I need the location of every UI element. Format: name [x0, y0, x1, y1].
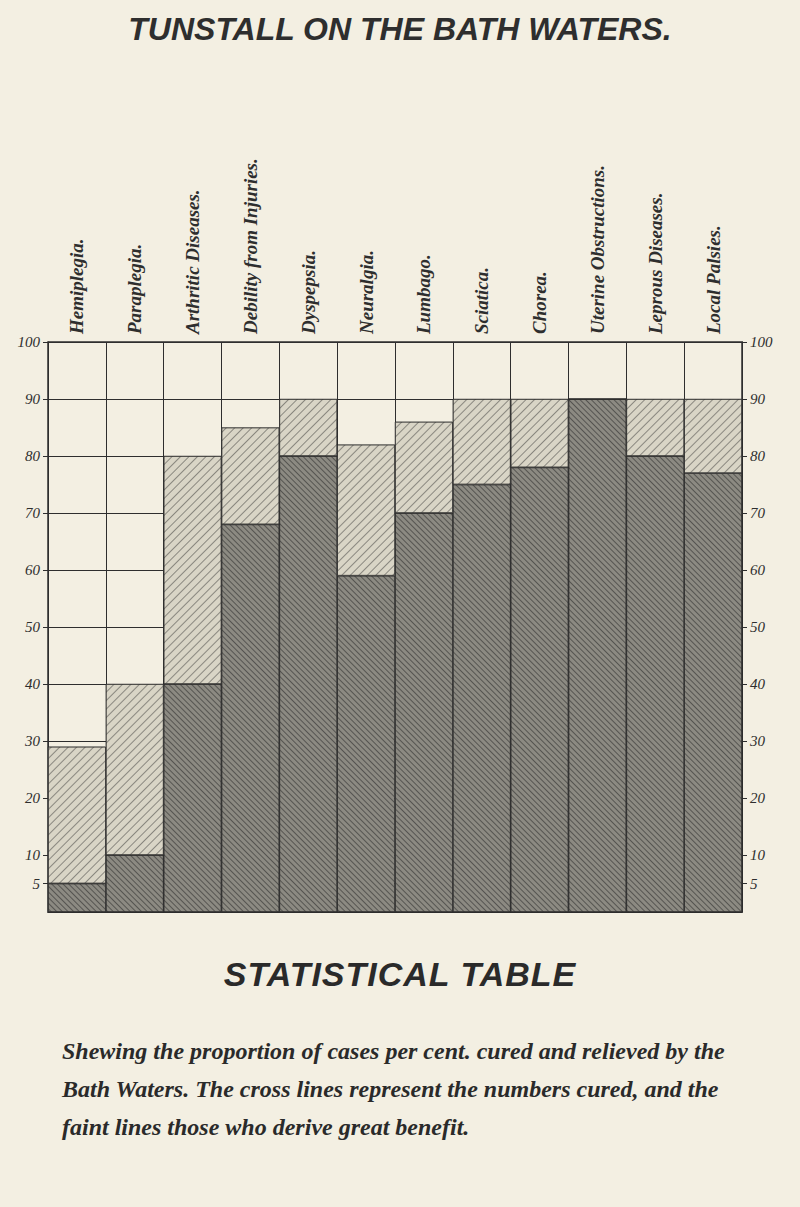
svg-text:Paraplegia.: Paraplegia. [124, 244, 145, 335]
svg-text:60: 60 [25, 562, 41, 578]
svg-text:70: 70 [25, 505, 41, 521]
svg-text:5: 5 [750, 876, 758, 892]
svg-text:Lumbago.: Lumbago. [413, 254, 434, 335]
svg-text:Uterine Obstructions.: Uterine Obstructions. [587, 165, 608, 334]
svg-text:Local Palsies.: Local Palsies. [703, 225, 724, 335]
svg-text:90: 90 [750, 391, 766, 407]
svg-text:20: 20 [750, 790, 766, 806]
svg-text:10: 10 [25, 847, 41, 863]
svg-text:100: 100 [750, 334, 773, 350]
svg-text:Leprous Diseases.: Leprous Diseases. [645, 193, 666, 335]
svg-text:30: 30 [24, 733, 41, 749]
html-text:Shewing the proportion of case: Shewing the proportion of cases per cent… [62, 1038, 725, 1140]
svg-text:50: 50 [750, 619, 766, 635]
svg-text:Arthritic Diseases.: Arthritic Diseases. [182, 189, 203, 335]
svg-text:50: 50 [25, 619, 41, 635]
svg-text:Debility from Injuries.: Debility from Injuries. [240, 158, 261, 335]
svg-text:Chorea.: Chorea. [529, 271, 550, 334]
svg-text:Hemiplegia.: Hemiplegia. [66, 238, 87, 335]
svg-text:5: 5 [33, 876, 41, 892]
svg-text:40: 40 [25, 676, 41, 692]
svg-text:30: 30 [749, 733, 766, 749]
svg-text:80: 80 [750, 448, 766, 464]
svg-text:90: 90 [25, 391, 41, 407]
svg-text:70: 70 [750, 505, 766, 521]
svg-text:Dyspepsia.: Dyspepsia. [298, 250, 319, 335]
svg-text:20: 20 [25, 790, 41, 806]
svg-text:40: 40 [750, 676, 766, 692]
svg-text:Sciatica.: Sciatica. [471, 267, 492, 334]
html-text:STATISTICAL TABLE: STATISTICAL TABLE [223, 955, 577, 993]
svg-text:TUNSTALL ON THE BATH WATERS.: TUNSTALL ON THE BATH WATERS. [128, 11, 671, 47]
svg-text:80: 80 [25, 448, 41, 464]
svg-text:10: 10 [750, 847, 766, 863]
svg-text:100: 100 [18, 334, 41, 350]
svg-text:Neuralgia.: Neuralgia. [356, 250, 377, 335]
svg-text:60: 60 [750, 562, 766, 578]
